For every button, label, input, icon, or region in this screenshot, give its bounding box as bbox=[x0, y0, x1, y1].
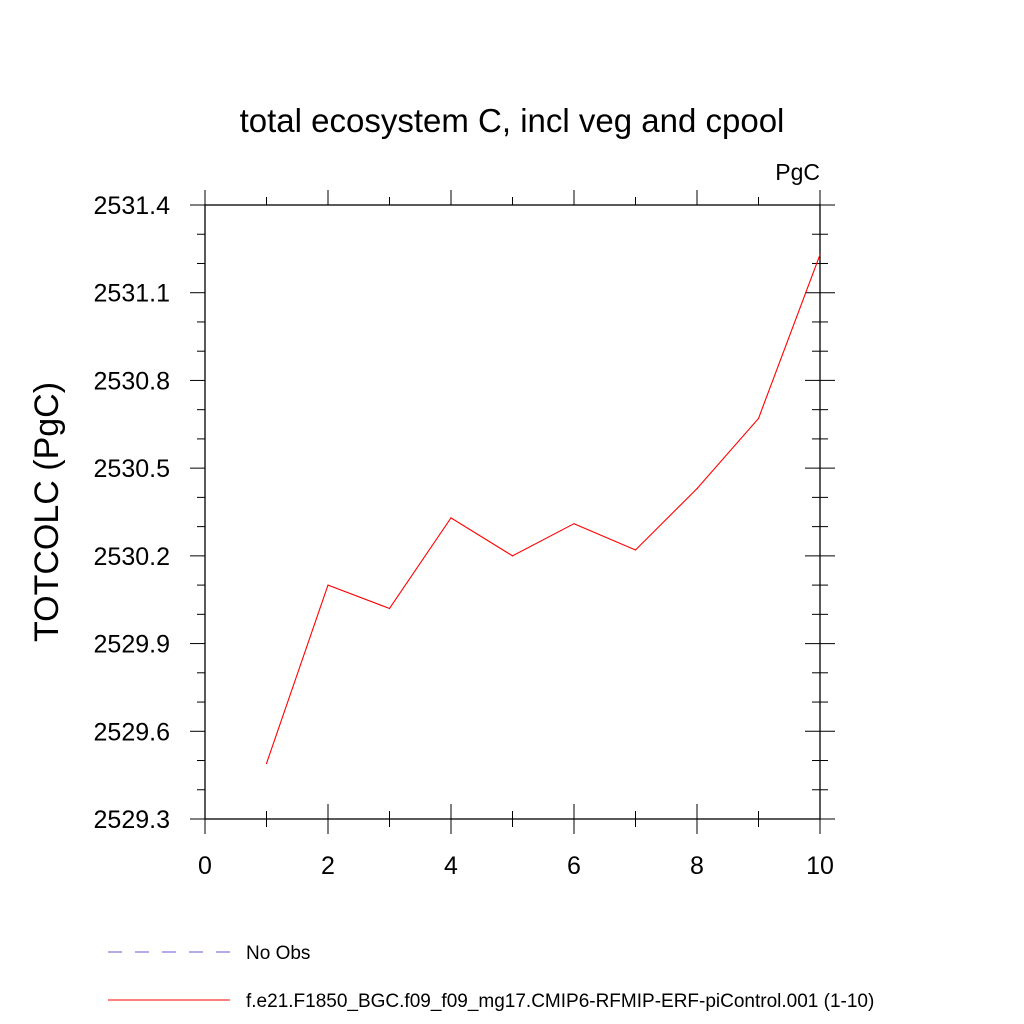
legend: No Obs f.e21.F1850_BGC.f09_f09_mg17.CMIP… bbox=[108, 943, 874, 1012]
data-point bbox=[388, 607, 391, 610]
series-group bbox=[265, 254, 821, 765]
x-tick-label: 6 bbox=[567, 852, 581, 880]
data-point bbox=[265, 762, 268, 765]
y-tick-label: 2529.9 bbox=[94, 631, 170, 659]
y-tick-label: 2531.1 bbox=[94, 280, 170, 308]
legend-label-model-run: f.e21.F1850_BGC.f09_f09_mg17.CMIP6-RFMIP… bbox=[246, 991, 874, 1012]
data-point bbox=[573, 523, 575, 525]
units-label: PgC bbox=[775, 159, 820, 185]
y-axis-label: TOTCOLC (PgC) bbox=[28, 382, 66, 642]
x-tick-label: 2 bbox=[321, 852, 335, 880]
axis-ticks bbox=[190, 190, 835, 834]
x-tick-label: 0 bbox=[198, 852, 212, 880]
x-tick-label: 4 bbox=[444, 852, 458, 880]
legend-label-no-obs: No Obs bbox=[246, 943, 310, 964]
y-tick-label: 2530.5 bbox=[94, 455, 170, 483]
x-tick-label: 8 bbox=[690, 852, 704, 880]
data-point bbox=[696, 488, 698, 490]
data-point bbox=[511, 555, 514, 557]
x-tick-label: 10 bbox=[806, 852, 834, 880]
y-tick-label: 2529.3 bbox=[94, 806, 170, 834]
y-tick-labels: 2529.3 2529.6 2529.9 2530.2 2530.5 2530.8 2531… bbox=[94, 192, 171, 834]
y-tick-label: 2529.6 bbox=[94, 718, 170, 746]
series-line bbox=[265, 254, 821, 764]
data-point bbox=[634, 549, 637, 551]
plot-frame bbox=[204, 204, 821, 820]
data-point bbox=[819, 254, 821, 256]
data-point bbox=[757, 417, 760, 420]
chart-title: total ecosystem C, incl veg and cpool bbox=[240, 102, 785, 139]
data-point bbox=[327, 584, 329, 586]
data-point bbox=[450, 517, 452, 519]
y-tick-label: 2530.8 bbox=[94, 367, 170, 395]
x-tick-labels: 0 2 4 6 8 10 bbox=[198, 852, 834, 880]
y-tick-label: 2531.4 bbox=[94, 192, 171, 220]
y-tick-label: 2530.2 bbox=[94, 543, 170, 571]
